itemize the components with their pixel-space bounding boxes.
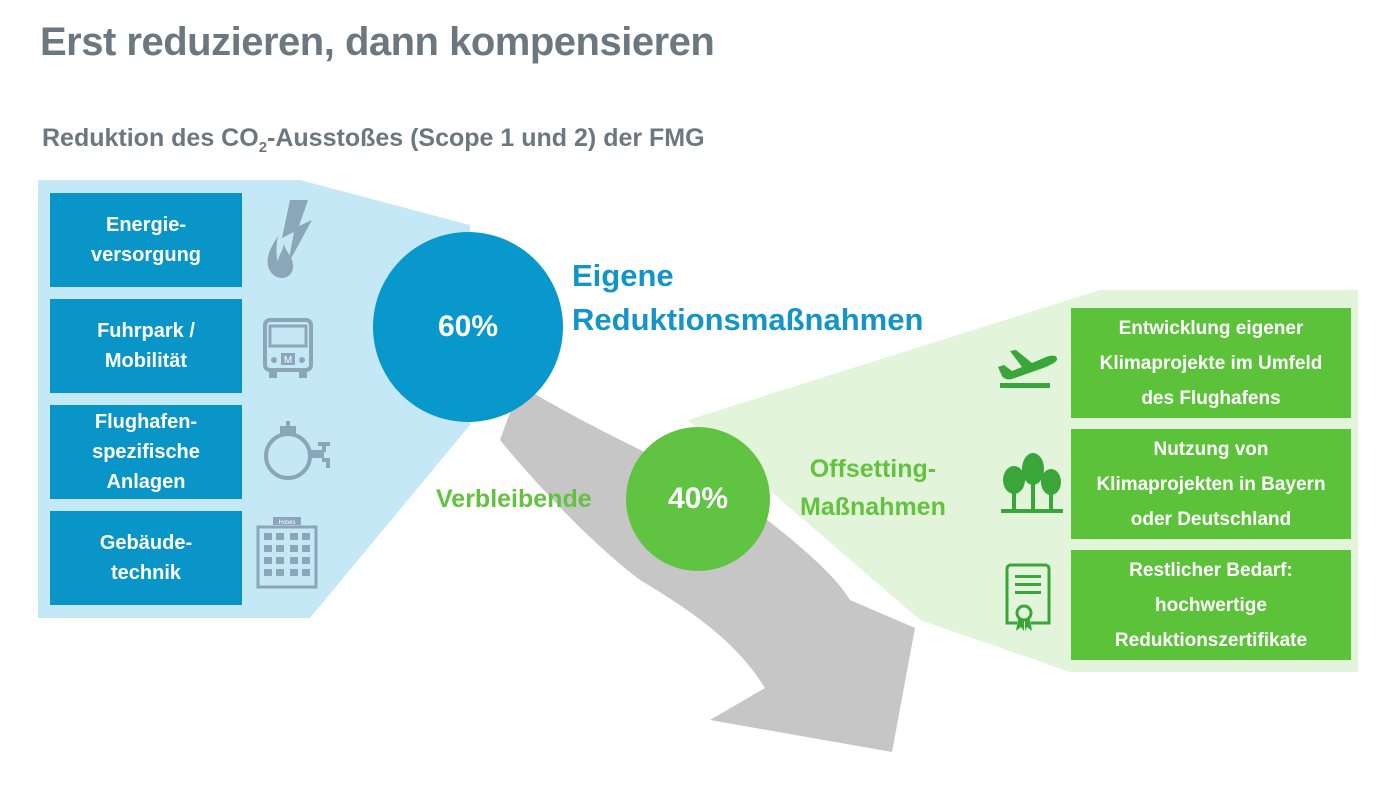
- page-subtitle: Reduktion des CO2-Ausstoßes (Scope 1 und…: [42, 124, 705, 156]
- own-reduction-percent-circle: 60%: [373, 232, 563, 422]
- page-title: Erst reduzieren, dann kompensieren: [40, 20, 715, 64]
- hotel-sign-text: Hotels: [278, 520, 295, 526]
- category-airport-facilities: Flughafen- spezifische Anlagen: [50, 405, 242, 499]
- measure-own-climate-projects: Entwicklung eigener Klimaprojekte im Umf…: [1071, 308, 1351, 418]
- category-energy-supply: Energie- versorgung: [50, 193, 242, 287]
- category-fleet-mobility: Fuhrpark / Mobilität: [50, 299, 242, 393]
- reduction-panel: [38, 180, 470, 618]
- hotel-building-icon: Hotels: [256, 517, 318, 589]
- airplane-icon: [998, 350, 1057, 388]
- bus-sign-text: M: [284, 355, 292, 366]
- flame-lightning-icon: [267, 200, 312, 278]
- remaining-label: Verbleibende: [436, 485, 592, 513]
- trees-icon: [1001, 453, 1063, 513]
- offsetting-label: Offsetting- Maßnahmen: [800, 455, 946, 521]
- remaining-percent-circle: 40%: [626, 427, 770, 571]
- measure-reduction-certificates: Restlicher Bedarf: hochwertige Reduktion…: [1071, 550, 1351, 660]
- measure-regional-climate-projects: Nutzung von Klimaprojekten in Bayern ode…: [1071, 429, 1351, 539]
- certificate-icon: [1005, 563, 1051, 631]
- category-building-technology: Gebäude- technik: [50, 511, 242, 605]
- pipe-valve-icon: [264, 421, 330, 480]
- own-reduction-label: Eigene Reduktionsmaßnahmen: [572, 258, 924, 337]
- bus-icon: M: [263, 318, 313, 378]
